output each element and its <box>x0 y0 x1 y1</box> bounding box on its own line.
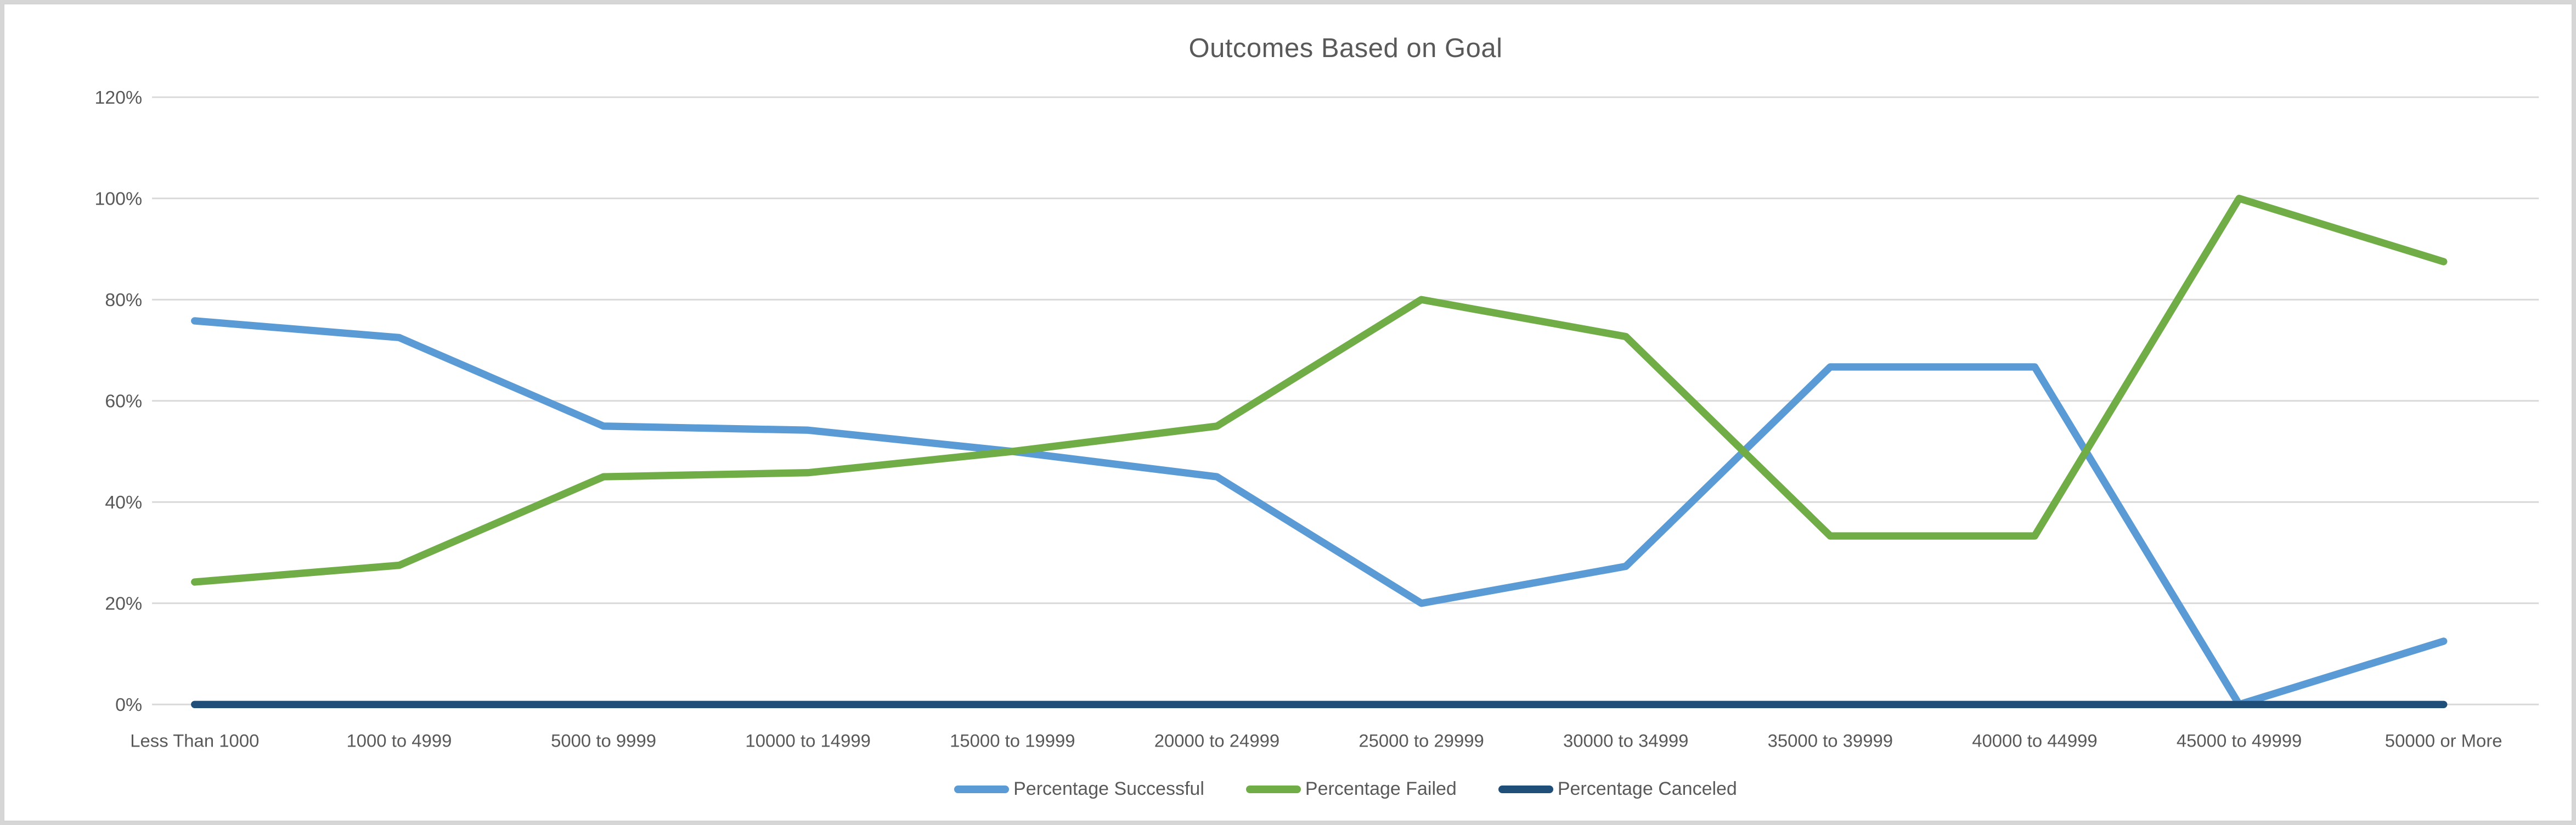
x-tick-label: 10000 to 14999 <box>745 731 870 751</box>
x-tick-label: 35000 to 39999 <box>1768 731 1893 751</box>
x-tick-label: 40000 to 44999 <box>1972 731 2097 751</box>
legend-swatch-line <box>954 785 1010 793</box>
chart-title: Outcomes Based on Goal <box>1188 33 1503 63</box>
x-tick-label: 25000 to 29999 <box>1359 731 1484 751</box>
x-tick-label: 1000 to 4999 <box>346 731 452 751</box>
series-line-percentage-successful <box>191 317 2448 708</box>
legend-item: Percentage Successful <box>954 778 1204 800</box>
y-tick-label: 60% <box>105 391 142 412</box>
y-tick-label: 100% <box>94 189 142 210</box>
legend: Percentage Successful Percentage Failed Pe… <box>153 778 2539 800</box>
legend-item: Percentage Failed <box>1245 778 1457 800</box>
series-line-percentage-failed <box>191 195 2448 586</box>
legend-swatch-line <box>1245 785 1301 793</box>
x-tick-label: 5000 to 9999 <box>551 731 656 751</box>
x-tick-label: 45000 to 49999 <box>2177 731 2302 751</box>
x-tick-label: 20000 to 24999 <box>1154 731 1279 751</box>
x-tick-label: 15000 to 19999 <box>950 731 1075 751</box>
x-tick-label: 30000 to 34999 <box>1563 731 1688 751</box>
legend-item: Percentage Canceled <box>1498 778 1737 800</box>
legend-label: Percentage Canceled <box>1557 778 1737 799</box>
y-tick-label: 40% <box>105 492 142 513</box>
legend-swatch-line <box>1498 785 1553 793</box>
y-tick-label: 0% <box>115 694 142 715</box>
x-tick-label: Less Than 1000 <box>130 731 259 751</box>
y-tick-label: 20% <box>105 594 142 614</box>
y-tick-label: 80% <box>105 290 142 310</box>
plot-area: 0% 20% 40% 60% 80% 100% 120% Less Than 1000 1000… <box>94 87 2539 751</box>
legend-label: Percentage Successful <box>1013 778 1204 799</box>
x-tick-label: 50000 or More <box>2385 731 2502 751</box>
chart-canvas: 0% 20% 40% 60% 80% 100% 120% Less Than 1000 1000… <box>4 4 2572 821</box>
legend-label: Percentage Failed <box>1305 778 1457 799</box>
y-tick-label: 120% <box>94 87 142 108</box>
